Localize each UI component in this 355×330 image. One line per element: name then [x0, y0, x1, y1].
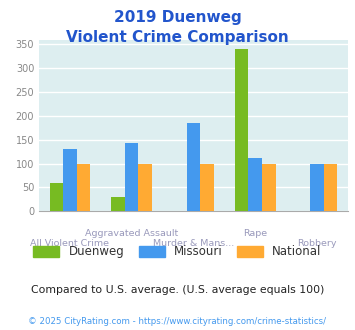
Bar — [50, 182, 63, 211]
Bar — [324, 164, 337, 211]
Bar — [310, 164, 324, 211]
Bar — [187, 123, 200, 211]
Bar — [77, 164, 90, 211]
Bar — [248, 158, 262, 211]
Text: Rape: Rape — [243, 229, 267, 238]
Legend: Duenweg, Missouri, National: Duenweg, Missouri, National — [28, 241, 327, 263]
Text: Robbery: Robbery — [297, 239, 337, 248]
Bar — [138, 164, 152, 211]
Text: Murder & Mans...: Murder & Mans... — [153, 239, 234, 248]
Text: Violent Crime Comparison: Violent Crime Comparison — [66, 30, 289, 45]
Text: All Violent Crime: All Violent Crime — [31, 239, 109, 248]
Bar — [200, 164, 214, 211]
Text: © 2025 CityRating.com - https://www.cityrating.com/crime-statistics/: © 2025 CityRating.com - https://www.city… — [28, 317, 327, 326]
Text: Compared to U.S. average. (U.S. average equals 100): Compared to U.S. average. (U.S. average … — [31, 285, 324, 295]
Bar — [235, 49, 248, 211]
Bar — [125, 143, 138, 211]
Text: 2019 Duenweg: 2019 Duenweg — [114, 10, 241, 25]
Bar — [111, 197, 125, 211]
Text: Aggravated Assault: Aggravated Assault — [85, 229, 178, 238]
Bar — [63, 149, 77, 211]
Bar — [262, 164, 275, 211]
